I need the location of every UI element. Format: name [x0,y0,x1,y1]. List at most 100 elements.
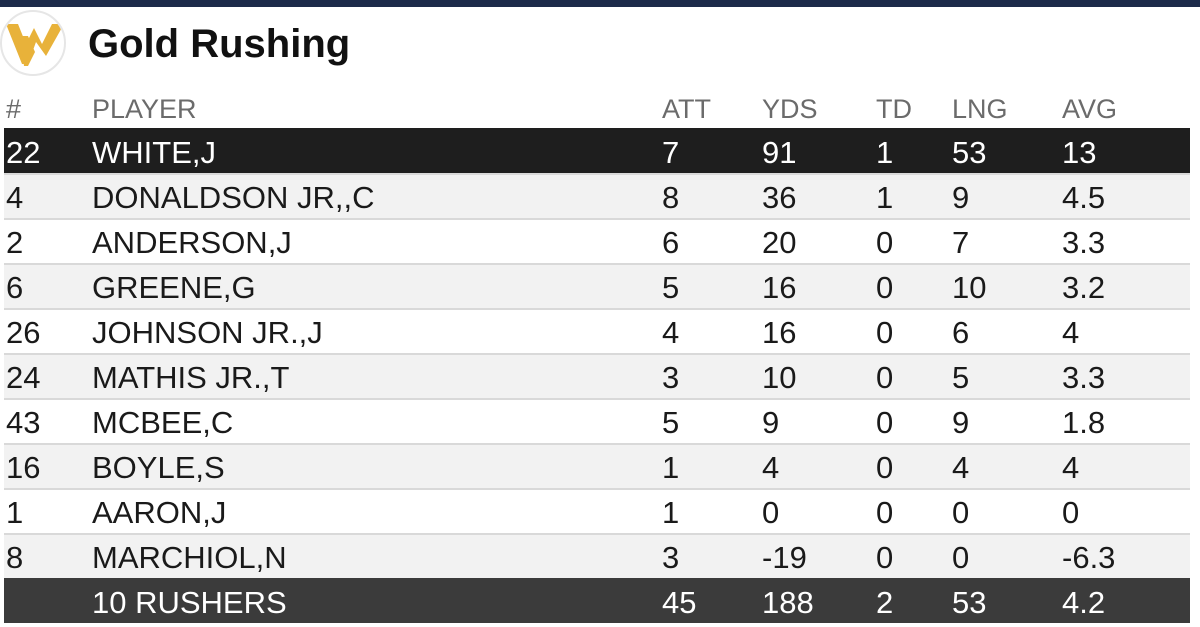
table-row[interactable]: 4 DONALDSON JR,,C 8 36 1 9 4.5 [4,173,1190,218]
cell-lng: 6 [952,315,970,350]
cell-td: 0 [876,450,894,485]
table-row[interactable]: 24 MATHIS JR.,T 3 10 0 5 3.3 [4,353,1190,398]
cell-yds: 91 [762,135,797,170]
cell-avg: 4 [1062,315,1080,350]
cell-avg: 3.3 [1062,360,1106,395]
cell-att: 8 [662,180,680,215]
cell-att: 7 [662,135,680,170]
cell-att: 5 [662,405,680,440]
cell-player: AARON,J [92,495,227,530]
cell-number: 2 [6,225,24,260]
column-header-yds: YDS [762,94,818,124]
column-header-player: PLAYER [92,94,197,124]
cell-td: 0 [876,495,894,530]
cell-player: WHITE,J [92,135,216,170]
cell-lng: 0 [952,540,970,575]
cell-yds: 188 [762,585,814,620]
cell-lng: 10 [952,270,987,305]
cell-avg: 1.8 [1062,405,1106,440]
card-header: Gold Rushing [0,8,1200,84]
page-title: Gold Rushing [88,22,351,66]
column-header-number: # [6,94,22,124]
column-header-lng: LNG [952,94,1008,124]
cell-yds: 9 [762,405,780,440]
cell-td: 0 [876,540,894,575]
column-header-avg: AVG [1062,94,1118,124]
cell-td: 1 [876,135,894,170]
cell-player: JOHNSON JR.,J [92,315,323,350]
cell-yds: 4 [762,450,780,485]
cell-number: 24 [6,360,41,395]
cell-number: 4 [6,180,24,215]
column-header-att: ATT [662,94,711,124]
cell-lng: 4 [952,450,970,485]
cell-avg: 3.3 [1062,225,1106,260]
cell-avg: 4.2 [1062,585,1106,620]
cell-number: 22 [6,135,41,170]
cell-number: 43 [6,405,41,440]
cell-att: 45 [662,585,697,620]
cell-att: 6 [662,225,680,260]
cell-lng: 9 [952,405,970,440]
cell-number: 6 [6,270,24,305]
cell-yds: -19 [762,540,807,575]
team-logo-icon [0,10,66,76]
cell-att: 4 [662,315,680,350]
cell-number: 26 [6,315,41,350]
cell-yds: 0 [762,495,780,530]
cell-td: 2 [876,585,894,620]
cell-td: 0 [876,315,894,350]
cell-att: 5 [662,270,680,305]
cell-avg: 13 [1062,135,1097,170]
cell-lng: 53 [952,585,987,620]
cell-lng: 0 [952,495,970,530]
cell-avg: 0 [1062,495,1080,530]
cell-avg: 4 [1062,450,1080,485]
cell-number: 8 [6,540,24,575]
cell-player: 10 RUSHERS [92,585,287,620]
cell-player: MARCHIOL,N [92,540,287,575]
cell-td: 0 [876,360,894,395]
cell-att: 1 [662,495,680,530]
cell-lng: 5 [952,360,970,395]
cell-yds: 20 [762,225,797,260]
cell-td: 1 [876,180,894,215]
cell-att: 1 [662,450,680,485]
cell-player: BOYLE,S [92,450,225,485]
column-header-row: # PLAYER ATT YDS TD LNG AVG [0,88,1200,128]
table-row[interactable]: 8 MARCHIOL,N 3 -19 0 0 -6.3 [4,533,1190,578]
cell-avg: -6.3 [1062,540,1116,575]
cell-player: ANDERSON,J [92,225,292,260]
column-header-td: TD [876,94,912,124]
cell-number: 1 [6,495,24,530]
cell-lng: 7 [952,225,970,260]
cell-td: 0 [876,225,894,260]
cell-avg: 4.5 [1062,180,1106,215]
table-row[interactable]: 22 WHITE,J 7 91 1 53 13 [4,128,1190,173]
cell-yds: 36 [762,180,797,215]
table-row[interactable]: 2 ANDERSON,J 6 20 0 7 3.3 [4,218,1190,263]
cell-player: GREENE,G [92,270,256,305]
cell-lng: 53 [952,135,987,170]
cell-yds: 10 [762,360,797,395]
cell-yds: 16 [762,270,797,305]
cell-number: 16 [6,450,41,485]
cell-att: 3 [662,540,680,575]
table-row[interactable]: 26 JOHNSON JR.,J 4 16 0 6 4 [4,308,1190,353]
cell-yds: 16 [762,315,797,350]
cell-player: DONALDSON JR,,C [92,180,375,215]
table-row[interactable]: 16 BOYLE,S 1 4 0 4 4 [4,443,1190,488]
cell-lng: 9 [952,180,970,215]
table-row[interactable]: 6 GREENE,G 5 16 0 10 3.2 [4,263,1190,308]
cell-td: 0 [876,270,894,305]
cell-player: MATHIS JR.,T [92,360,290,395]
top-accent-bar [0,0,1200,7]
cell-player: MCBEE,C [92,405,234,440]
table-row[interactable]: 1 AARON,J 1 0 0 0 0 [4,488,1190,533]
rushing-table: 22 WHITE,J 7 91 1 53 13 4 DONALDSON JR,,… [4,128,1190,623]
cell-avg: 3.2 [1062,270,1106,305]
cell-td: 0 [876,405,894,440]
totals-row: 10 RUSHERS 45 188 2 53 4.2 [4,578,1190,623]
table-row[interactable]: 43 MCBEE,C 5 9 0 9 1.8 [4,398,1190,443]
cell-att: 3 [662,360,680,395]
